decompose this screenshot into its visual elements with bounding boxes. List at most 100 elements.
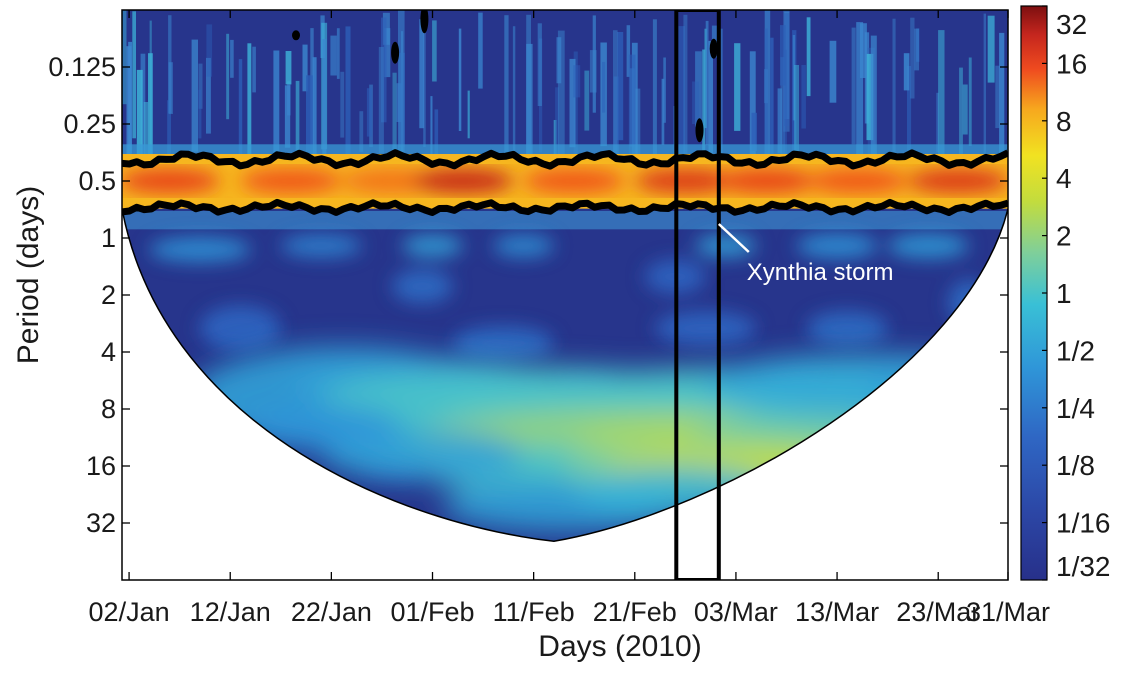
hf-streak (770, 37, 774, 198)
hf-streak (230, 39, 234, 78)
hf-streak (995, 65, 1000, 129)
semidiurnal-core (715, 169, 817, 193)
hf-streak (226, 33, 230, 120)
hf-streak (126, 46, 132, 184)
mid-frequency-blob (280, 234, 362, 258)
hf-streak (708, 40, 713, 198)
hf-streak (914, 28, 919, 71)
hf-streak (434, 109, 439, 162)
hf-streak (252, 46, 256, 93)
hf-streak (628, 54, 636, 204)
hf-streak (860, 23, 867, 78)
x-tick-label: 12/Jan (190, 597, 271, 627)
blob-layer-heavy (189, 346, 1008, 532)
x-tick-label: 31/Mar (966, 597, 1050, 627)
hf-streak (392, 72, 397, 197)
hf-streak (504, 15, 509, 166)
colorbar-tick-label: 1/16 (1056, 508, 1111, 539)
y-tick-label: 0.25 (63, 109, 116, 139)
hf-streak (866, 53, 874, 141)
mid-frequency-blob (655, 311, 757, 346)
hf-streak (968, 57, 972, 146)
colorbar-tick-label: 1/8 (1056, 450, 1095, 481)
colorbar-tick-label: 16 (1056, 48, 1087, 79)
hf-streak (870, 35, 877, 178)
x-tick-label: 22/Jan (291, 597, 372, 627)
hf-streak (512, 26, 516, 180)
hf-streak (999, 32, 1005, 179)
hf-streak (168, 62, 173, 114)
y-tick-label: 0.5 (78, 166, 116, 196)
hf-streak (526, 14, 531, 171)
mid-frequency-blob (796, 233, 878, 259)
x-axis: 02/Jan 12/Jan 22/Jan 01/Feb 11/Feb 21/Feb 03/M… (89, 10, 1050, 627)
hf-streak (806, 17, 811, 97)
x-tick-label: 03/Mar (694, 597, 778, 627)
hf-streak (910, 17, 915, 99)
hf-streak (652, 19, 657, 165)
y-tick-label: 1 (101, 223, 116, 253)
hf-streak (336, 28, 340, 79)
x-tick-label: 21/Feb (593, 597, 677, 627)
hf-streak (983, 13, 986, 159)
semidiurnal-core (341, 169, 443, 193)
significance-dot (292, 30, 300, 41)
mid-frequency-blob (695, 234, 757, 258)
hf-streak (284, 85, 291, 148)
hf-streak (794, 65, 799, 203)
x-tick-label: 11/Feb (493, 597, 575, 627)
colorbar-tick-label: 4 (1056, 163, 1072, 194)
hf-streak (602, 61, 606, 113)
hf-streak (384, 28, 391, 78)
hf-streak (573, 51, 578, 194)
hf-streak (962, 84, 968, 135)
colorbar-tick-label: 1/4 (1056, 393, 1095, 424)
significance-dot (420, 10, 429, 34)
band-transition-lower (122, 210, 1008, 230)
hf-streak (617, 32, 624, 141)
colorbar-tick-label: 1/32 (1056, 551, 1111, 582)
hf-streak (780, 25, 786, 86)
hf-streak (553, 120, 557, 157)
hf-streak (295, 80, 300, 183)
semidiurnal-core (122, 169, 221, 193)
semidiurnal-core (523, 169, 625, 193)
colorbar-tick-label: 1/2 (1056, 335, 1095, 366)
hf-streak (167, 100, 171, 179)
hf-streak (537, 23, 542, 106)
hf-streak (903, 53, 910, 91)
colorbar: 32 16 8 4 2 1 1/2 1/4 1/8 1/16 1/32 (1020, 5, 1111, 582)
hf-streak (936, 92, 939, 153)
hf-streak (398, 10, 405, 173)
hf-streak (378, 47, 384, 153)
hf-streak (247, 43, 252, 202)
hf-streak (702, 49, 706, 190)
hf-streak (148, 53, 153, 182)
colorbar-ticks: 32 16 8 4 2 1 1/2 1/4 1/8 1/16 1/32 (1042, 5, 1111, 582)
x-tick-label: 01/Feb (390, 597, 474, 627)
hf-streak (959, 67, 963, 154)
cone-of-influence-line (122, 208, 1008, 543)
hf-streak (206, 57, 211, 134)
hf-streak (285, 51, 292, 85)
mid-frequency-blob (392, 269, 453, 304)
hf-streak (273, 50, 280, 186)
hf-streak (663, 57, 666, 123)
hf-streak (345, 26, 351, 195)
significance-dots (292, 10, 718, 143)
significance-contours (122, 149, 1008, 216)
colorbar-tick-label: 2 (1056, 221, 1072, 252)
hf-streak (430, 96, 433, 163)
hf-streak (306, 75, 313, 157)
significance-contour-lower (122, 198, 1008, 216)
semidiurnal-core (240, 169, 342, 193)
mid-frequency-blob (452, 326, 554, 361)
low-frequency-blob (240, 404, 403, 451)
x-tick-label: 23/Mar (896, 597, 980, 627)
hf-streak (198, 89, 202, 139)
semidiurnal-core (907, 169, 1008, 193)
y-axis-title: Period (days) (12, 186, 45, 364)
x-axis-title: Days (2010) (538, 630, 701, 663)
colorbar-tick-label: 1 (1056, 278, 1072, 309)
mid-frequency-blob (493, 234, 554, 258)
